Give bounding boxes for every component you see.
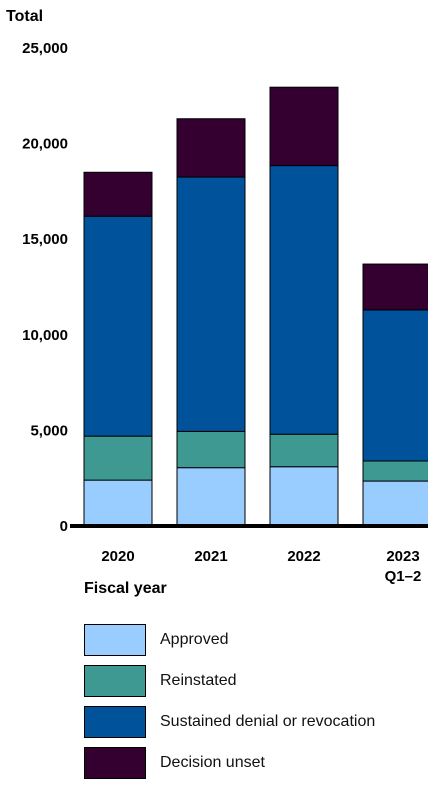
bar-segment [84,480,152,526]
x-tick-label: 2020 [101,548,134,565]
stacked-bar-chart: Total 0 5,000 10,000 15,000 20,000 25,000 202… [0,0,428,620]
legend-item: Sustained denial or revocation [84,706,375,738]
bar-segment [177,177,245,431]
bar-segment [177,468,245,526]
y-axis-ticks: 0 5,000 10,000 15,000 20,000 25,000 [22,40,68,535]
bar-segment [84,172,152,216]
legend-swatch [84,747,146,779]
y-tick-label: 10,000 [22,327,68,344]
y-axis-title: Total [6,8,43,25]
y-tick-label: 20,000 [22,136,68,153]
legend-label: Decision unset [160,754,265,772]
y-tick-label: 25,000 [22,40,68,57]
bars [84,87,428,526]
x-axis-title: Fiscal year [84,580,167,597]
legend-label: Reinstated [160,672,237,690]
legend-swatch [84,706,146,738]
legend-item: Decision unset [84,747,375,779]
bar-segment [270,166,338,435]
bar-segment [84,216,152,436]
y-tick-label: 15,000 [22,231,68,248]
bar-segment [177,431,245,467]
legend-label: Sustained denial or revocation [160,713,375,731]
bar-segment [363,481,428,526]
bar-segment [270,87,338,165]
bar-segment [270,434,338,467]
bar-segment [363,310,428,461]
bar-segment [363,264,428,310]
y-tick-label: 0 [60,518,68,535]
bar-segment [84,436,152,480]
legend-label: Approved [160,631,229,649]
legend: Approved Reinstated Sustained denial or re… [84,624,375,788]
x-tick-label: 2021 [194,548,227,565]
x-tick-label: 2023 Q1–2 [385,548,422,585]
legend-swatch [84,665,146,697]
legend-item: Approved [84,624,375,656]
legend-swatch [84,624,146,656]
bar-segment [270,467,338,526]
y-tick-label: 5,000 [30,422,68,439]
legend-item: Reinstated [84,665,375,697]
bar-segment [363,461,428,481]
bar-segment [177,119,245,177]
x-tick-label: 2022 [287,548,320,565]
